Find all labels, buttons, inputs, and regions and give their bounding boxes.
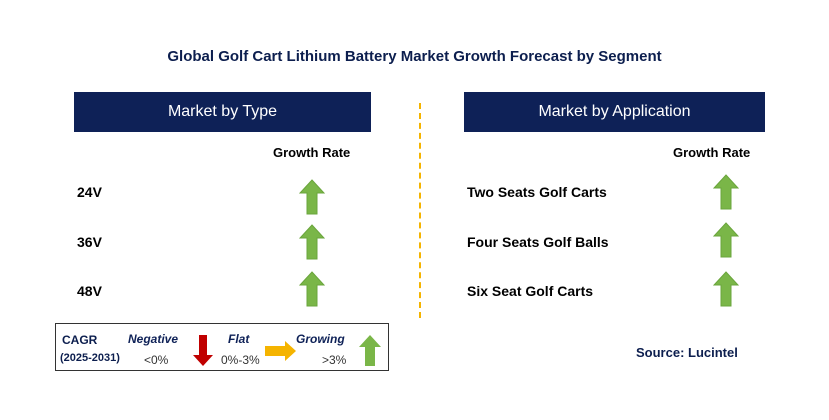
legend-negative-label: Negative xyxy=(128,332,179,346)
growing-arrow-icon xyxy=(299,271,325,307)
legend-growing-range: >3% xyxy=(322,353,347,367)
application-row-label: Two Seats Golf Carts xyxy=(467,184,607,200)
growing-arrow-icon xyxy=(299,179,325,215)
cagr-legend: CAGR (2025-2031) Negative <0% Flat 0%-3%… xyxy=(55,323,389,371)
type-row-label: 36V xyxy=(77,234,102,250)
legend-flat-label: Flat xyxy=(228,332,250,346)
growing-arrow-icon xyxy=(713,174,739,210)
type-row-label: 24V xyxy=(77,184,102,200)
legend-period-label: (2025-2031) xyxy=(60,352,120,364)
type-growth-rate-label: Growth Rate xyxy=(273,145,351,160)
growing-arrow-icon xyxy=(713,222,739,258)
type-panel-header: Market by Type xyxy=(74,92,371,132)
source-label: Source: Lucintel xyxy=(636,345,738,360)
panel-divider xyxy=(419,103,421,318)
negative-arrow-icon xyxy=(193,335,213,372)
type-row-label: 48V xyxy=(77,283,102,299)
application-growth-rate-label: Growth Rate xyxy=(673,145,751,160)
growing-arrow-icon xyxy=(713,271,739,307)
growing-arrow-icon xyxy=(299,224,325,260)
legend-growing-label: Growing xyxy=(296,332,345,346)
legend-cagr-label: CAGR xyxy=(62,333,98,347)
application-row-label: Four Seats Golf Balls xyxy=(467,234,609,250)
application-row-label: Six Seat Golf Carts xyxy=(467,283,594,299)
page-title: Global Golf Cart Lithium Battery Market … xyxy=(167,48,662,65)
flat-arrow-icon xyxy=(265,341,297,366)
legend-flat-range: 0%-3% xyxy=(221,353,260,367)
growing-arrow-icon xyxy=(359,335,381,372)
legend-negative-range: <0% xyxy=(144,353,169,367)
application-panel-header: Market by Application xyxy=(464,92,765,132)
